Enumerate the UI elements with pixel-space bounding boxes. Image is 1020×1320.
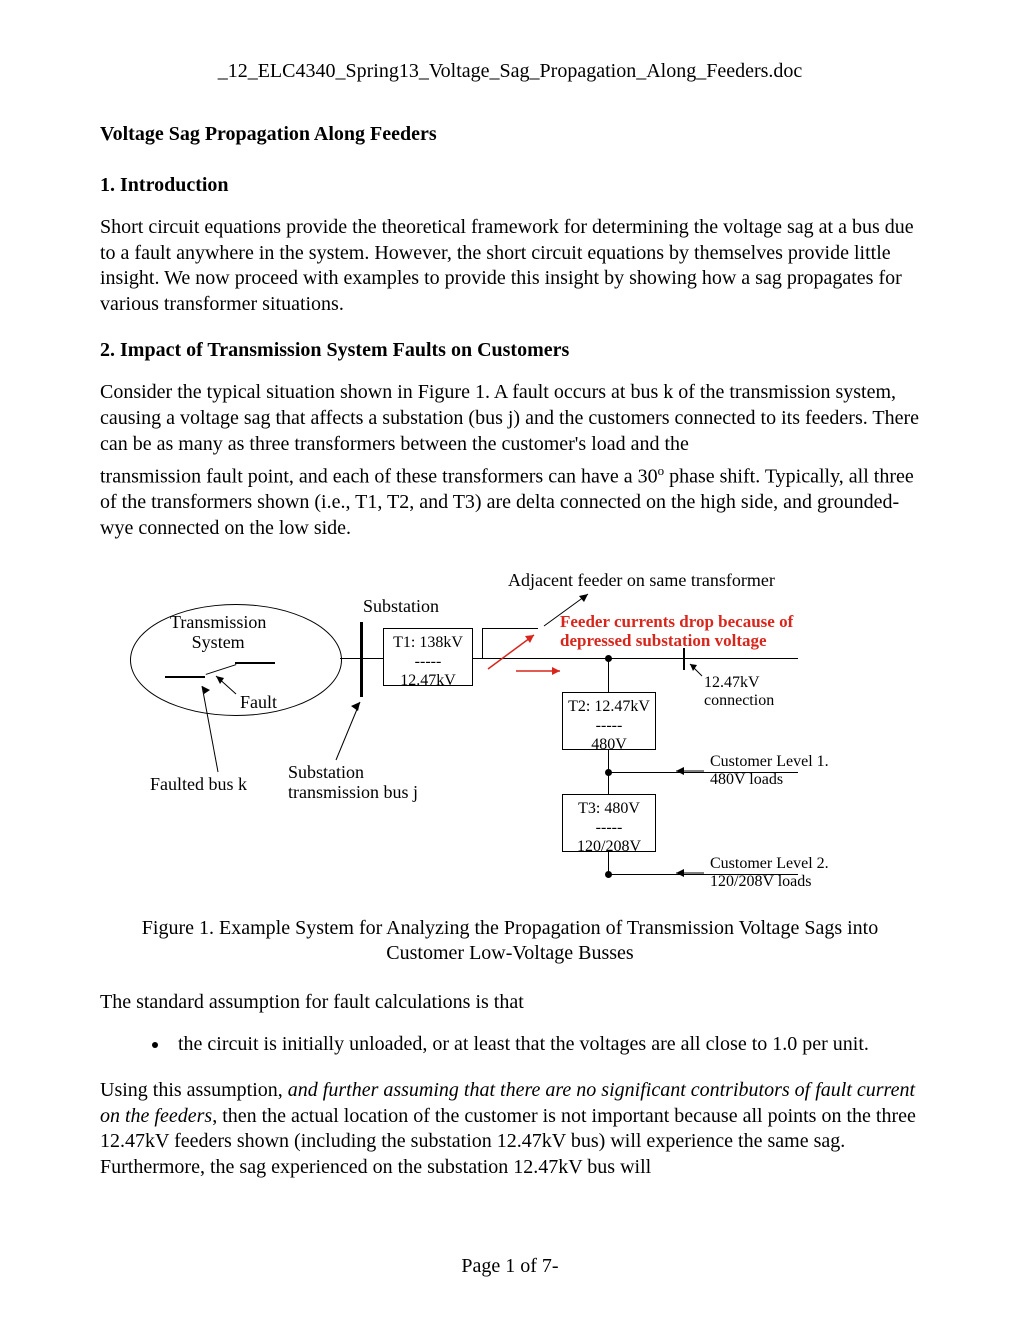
cust2-l1: Customer Level 2. xyxy=(710,855,829,872)
figure-1-diagram: Transmission System Fault Substation T1:… xyxy=(110,564,910,904)
trans-sys-label: Transmission System xyxy=(170,612,266,653)
line-feed-right xyxy=(683,658,798,659)
t2-l3: 480V xyxy=(591,736,627,753)
t2-box: T2: 12.47kV ----- 480V xyxy=(562,692,656,750)
paragraph-intro: Short circuit equations provide the theo… xyxy=(100,215,920,317)
figure-1-caption: Figure 1. Example System for Analyzing t… xyxy=(130,916,890,966)
t2-l1: T2: 12.47kV xyxy=(568,698,650,715)
t1-l2: ----- xyxy=(415,653,442,670)
t3-l3: 120/208V xyxy=(577,838,641,855)
line-adj-branch-v xyxy=(482,628,483,658)
cust2-arrow-icon xyxy=(670,866,708,880)
document-title: Voltage Sag Propagation Along Feeders xyxy=(100,123,920,146)
red-arrow-icon xyxy=(486,629,566,677)
cust1-label: Customer Level 1. 480V loads xyxy=(710,753,829,790)
cust2-l2: 120/208V loads xyxy=(710,873,811,890)
document-page: _12_ELC4340_Spring13_Voltage_Sag_Propaga… xyxy=(0,0,1020,1320)
t1-box: T1: 138kV ----- 12.47kV xyxy=(383,628,473,686)
conn-arrow-icon xyxy=(686,660,706,680)
bus-line-2 xyxy=(235,662,275,664)
t1-l1: T1: 138kV xyxy=(393,634,463,651)
conn-l2: connection xyxy=(704,692,774,709)
t2-l2: ----- xyxy=(596,717,623,734)
t3-box: T3: 480V ----- 120/208V xyxy=(562,794,656,852)
faulted-bus-arrow-icon xyxy=(198,682,238,776)
conn-l1: 12.47kV xyxy=(704,674,760,691)
paragraph-2a: Consider the typical situation shown in … xyxy=(100,380,920,457)
substation-busbar xyxy=(360,622,363,697)
feeder-busbar xyxy=(683,648,685,670)
faulted-bus-label: Faulted bus k xyxy=(150,774,247,795)
trans-sys-l2: System xyxy=(192,632,245,652)
cust1-l2: 480V loads xyxy=(710,771,783,788)
sub-bus-label: Substation transmission bus j xyxy=(288,762,418,803)
paragraph-2b: transmission fault point, and each of th… xyxy=(100,463,920,541)
sub-bus-l1: Substation xyxy=(288,762,364,782)
cust1-l1: Customer Level 1. xyxy=(710,753,829,770)
p4-pre: Using this assumption, xyxy=(100,1079,288,1101)
bullet-list: the circuit is initially unloaded, or at… xyxy=(100,1033,920,1056)
trans-sys-l1: Transmission xyxy=(170,612,266,632)
t3-l2: ----- xyxy=(596,819,623,836)
page-header: _12_ELC4340_Spring13_Voltage_Sag_Propaga… xyxy=(100,60,920,83)
node-120-icon xyxy=(605,871,612,878)
p4-post: , then the actual location of the custom… xyxy=(100,1105,916,1178)
node-480-icon xyxy=(605,769,612,776)
sub-bus-arrow-icon xyxy=(330,698,370,764)
conn-label: 12.47kV connection xyxy=(704,674,774,711)
cust2-label: Customer Level 2. 120/208V loads xyxy=(710,855,829,892)
sub-bus-l2: transmission bus j xyxy=(288,782,418,802)
red-l2: depressed substation voltage xyxy=(560,631,767,650)
page-footer: Page 1 of 7- xyxy=(0,1255,1020,1278)
substation-label: Substation xyxy=(363,596,439,617)
red-note: Feeder currents drop because of depresse… xyxy=(560,612,840,651)
feeder-node-icon xyxy=(605,655,612,662)
section-1-heading: 1. Introduction xyxy=(100,174,920,197)
line-bus-t1 xyxy=(363,658,383,659)
bullet-1: the circuit is initially unloaded, or at… xyxy=(170,1033,920,1056)
paragraph-3: The standard assumption for fault calcul… xyxy=(100,990,920,1016)
paragraph-4: Using this assumption, and further assum… xyxy=(100,1078,920,1180)
bus-line-1 xyxy=(165,676,205,678)
fault-label: Fault xyxy=(240,692,277,713)
cust1-arrow-icon xyxy=(670,764,708,778)
section-2-heading: 2. Impact of Transmission System Faults … xyxy=(100,339,920,362)
t1-l3: 12.47kV xyxy=(400,672,456,689)
line-to-sub xyxy=(340,658,360,659)
red-l1: Feeder currents drop because of xyxy=(560,612,793,631)
line-drop-t2 xyxy=(608,658,609,693)
t3-l1: T3: 480V xyxy=(578,800,640,817)
p2b-pre: transmission fault point, and each of th… xyxy=(100,466,658,488)
